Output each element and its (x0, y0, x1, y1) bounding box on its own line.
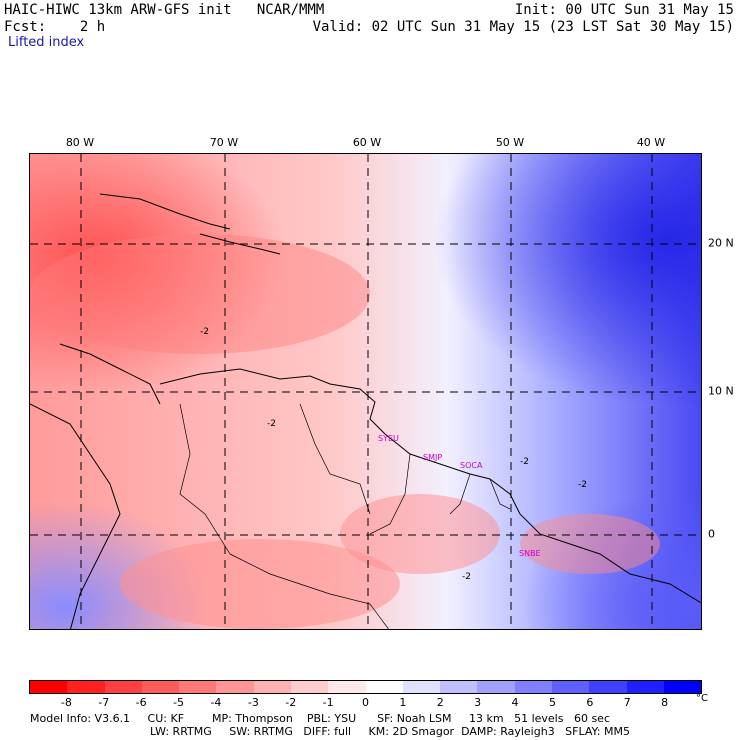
contour-label: -2 (520, 457, 529, 467)
colorbar-tick-label: 8 (661, 696, 669, 709)
colorbar-swatch (402, 681, 441, 693)
lon-label-50w: 50 W (495, 136, 525, 149)
forecast-hour: Fcst: 2 h (4, 19, 106, 35)
red-patch (30, 234, 370, 354)
colorbar-swatch (30, 681, 68, 693)
lon-label-60w: 60 W (352, 136, 382, 149)
colorbar-swatch (216, 681, 254, 693)
colorbar-tick-label: 1 (399, 696, 407, 709)
lat-label-20n: 20 N (708, 236, 734, 250)
lon-label-40w: 40 W (636, 136, 666, 149)
field-name: Lifted index (8, 35, 85, 50)
colorbar-swatch (179, 681, 217, 693)
station-syeu: SYEU (378, 434, 399, 443)
colorbar (29, 680, 702, 694)
colorbar-tick-label: -3 (247, 696, 259, 709)
colorbar-swatch (141, 681, 180, 693)
model-title: HAIC-HIWC 13km ARW-GFS init NCAR/MMM (4, 2, 325, 18)
colorbar-unit: °C (696, 693, 708, 704)
colorbar-swatch (104, 681, 142, 693)
colorbar-tick-label: -6 (135, 696, 147, 709)
colorbar-swatch (253, 681, 291, 693)
station-smjp: SMJP (423, 453, 442, 462)
colorbar-tick-label: 7 (623, 696, 631, 709)
colorbar-swatch (589, 681, 627, 693)
colorbar-tick-label: 2 (436, 696, 444, 709)
colorbar-swatch (626, 681, 664, 693)
init-time: Init: 00 UTC Sun 31 May 15 (514, 2, 734, 18)
colorbar-tick-label: 3 (474, 696, 482, 709)
contour-label: -2 (200, 327, 209, 337)
colorbar-swatch (551, 681, 590, 693)
colorbar-tick-label: -1 (322, 696, 334, 709)
red-patch (520, 514, 660, 574)
colorbar-swatch (477, 681, 515, 693)
red-patch (340, 494, 500, 574)
graticule (30, 154, 701, 629)
model-info-line-2: LW: RRTMG SW: RRTMG DIFF: full KM: 2D Sm… (150, 725, 630, 738)
colorbar-swatch (67, 681, 105, 693)
lon-label-70w: 70 W (209, 136, 239, 149)
colorbar-swatch (365, 681, 403, 693)
country-borders (179, 403, 511, 629)
colorbar-tick-label: 0 (362, 696, 369, 709)
colorbar-tick-label: -8 (60, 696, 72, 709)
red-patch (120, 539, 400, 629)
colorbar-tick-label: -2 (285, 696, 297, 709)
colorbar-swatch (290, 681, 329, 693)
colorbar-tick-label: 6 (586, 696, 594, 709)
colorbar-tick-label: 5 (548, 696, 556, 709)
lon-label-80w: 80 W (65, 136, 95, 149)
colorbar-swatch (328, 681, 366, 693)
colorbar-tick-label: -5 (173, 696, 185, 709)
lat-label-0: 0 (708, 527, 715, 541)
contour-label: -2 (462, 572, 471, 582)
station-snbe: SNBE (519, 549, 541, 558)
colorbar-swatch (440, 681, 478, 693)
colorbar-tick-label: -7 (98, 696, 110, 709)
station-soca: SOCA (460, 461, 483, 470)
coastlines (30, 193, 701, 629)
contour-label: -2 (578, 480, 587, 490)
colorbar-swatch (514, 681, 552, 693)
lat-label-10n: 10 N (708, 384, 734, 398)
colorbar-swatch (663, 681, 702, 693)
contour-label: -2 (267, 419, 276, 429)
model-info-line-1: Model Info: V3.6.1 CU: KF MP: Thompson P… (30, 712, 610, 725)
lifted-index-map[interactable]: -2 -2 -2 -2 -2 SYEU SMJP SOCA SNBE (29, 153, 702, 630)
colorbar-tick-label: -4 (210, 696, 222, 709)
valid-time: Valid: 02 UTC Sun 31 May 15 (23 LST Sat … (312, 19, 734, 35)
map-canvas: -2 -2 -2 -2 -2 SYEU SMJP SOCA SNBE (30, 154, 701, 629)
colorbar-tick-label: 4 (511, 696, 519, 709)
